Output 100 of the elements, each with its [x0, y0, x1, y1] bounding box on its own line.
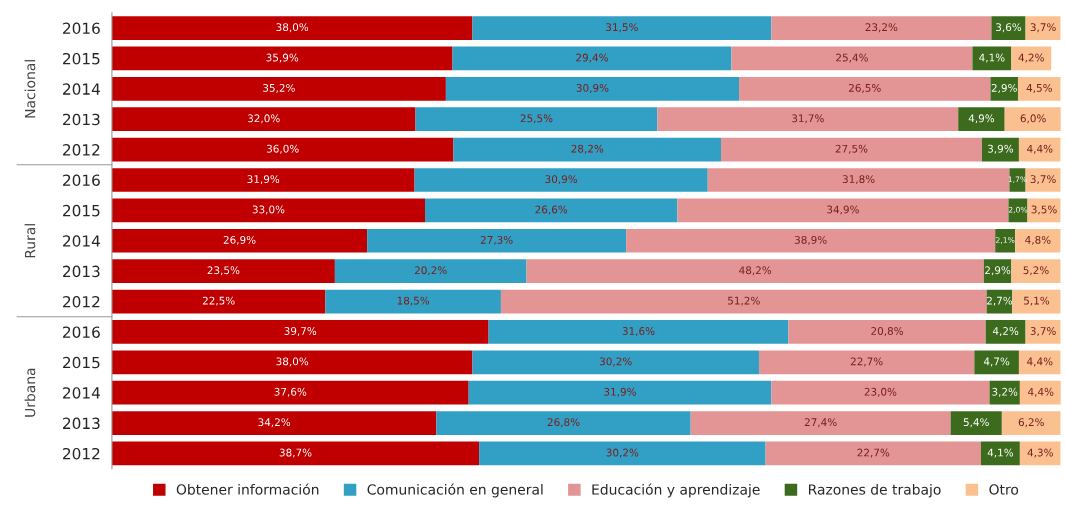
data-label: 37,6% [274, 387, 307, 397]
bar [1015, 228, 1061, 253]
bar [1019, 380, 1061, 405]
data-label: 35,2% [263, 83, 295, 93]
data-label: 30,2% [606, 448, 639, 458]
data-label: 4,3% [1027, 448, 1053, 458]
bar [1019, 441, 1061, 466]
data-label: 35,9% [266, 53, 299, 63]
data-label: 23,5% [207, 266, 240, 276]
data-label: 31,6% [622, 327, 655, 336]
data-label: 22,7% [850, 357, 883, 367]
y-tick-label: 2013 [63, 265, 100, 278]
data-label: 31,8% [842, 175, 875, 185]
text: Rural [24, 224, 36, 258]
data-label: 31,7% [792, 114, 824, 124]
data-label: 36,0% [266, 144, 299, 154]
data-label: 18,5% [397, 296, 430, 306]
data-label: 3,6% [996, 23, 1022, 33]
bar [1004, 107, 1061, 132]
bar [111, 350, 473, 375]
bar [111, 320, 489, 344]
bar [972, 46, 1012, 71]
data-label: 29,4% [576, 53, 608, 63]
bar [111, 380, 469, 405]
data-label: 33,0% [252, 205, 285, 215]
bar [111, 16, 473, 40]
data-label: 28,2% [571, 144, 604, 154]
bar [657, 107, 959, 132]
bar [1012, 289, 1061, 314]
bar [472, 16, 772, 40]
data-label: 34,2% [258, 418, 291, 428]
data-label: 25,5% [520, 114, 553, 124]
y-tick-label: 2012 [63, 144, 100, 156]
data-label: 4,1% [987, 448, 1014, 458]
data-label: 31,9% [604, 387, 636, 397]
bar [425, 198, 678, 223]
data-label: 4,2% [1018, 53, 1044, 63]
bar [436, 411, 691, 435]
bar [788, 320, 986, 344]
bar [739, 76, 991, 101]
data-label: 30,9% [545, 175, 578, 185]
legend-label: Razones de trabajo [808, 483, 941, 498]
data-label: 34,9% [827, 205, 859, 215]
y-tick-label: 2015 [63, 204, 100, 217]
data-label: 38,7% [279, 448, 312, 458]
bar [1027, 198, 1061, 223]
bar [983, 259, 1012, 283]
data-label: 26,8% [547, 418, 580, 428]
data-label: 51,2% [728, 296, 760, 306]
y-tick-label: 2013 [63, 417, 100, 430]
bar [468, 380, 772, 405]
legend-label: Obtener información [176, 483, 319, 495]
bar [985, 320, 1026, 344]
data-label: 38,0% [276, 23, 309, 33]
bar [958, 107, 1005, 132]
data-label: 4,4% [1027, 357, 1053, 367]
text: Nacional [24, 60, 36, 118]
data-label: 23,0% [864, 387, 897, 397]
bar [707, 168, 1010, 192]
bar [488, 320, 789, 344]
y-tick-label: 2014 [63, 235, 100, 247]
y-tick-label: 2014 [63, 83, 100, 95]
bar [367, 228, 627, 253]
data-label: 26,9% [223, 235, 256, 245]
bar [1011, 259, 1061, 283]
data-label: 3,2% [992, 387, 1018, 397]
y-tick-label: 2016 [63, 22, 100, 35]
data-label: 22,5% [202, 296, 235, 306]
y-tick-label: 2013 [63, 113, 100, 126]
bar [1025, 320, 1061, 344]
data-label: 25,4% [836, 53, 868, 63]
bar [677, 198, 1009, 223]
bar [690, 411, 951, 435]
legend-label: Educación y aprendizaje [592, 483, 760, 498]
bar [111, 107, 416, 132]
data-label: 3,5% [1031, 205, 1057, 215]
bar [990, 76, 1018, 101]
bar [453, 137, 722, 162]
bar [995, 228, 1016, 253]
data-label: 3,7% [1030, 327, 1056, 336]
bar [1018, 350, 1061, 375]
bar [765, 441, 981, 466]
bar [731, 46, 973, 71]
data-label: 38,0% [276, 357, 309, 367]
bar [500, 289, 987, 314]
data-label: 31,5% [606, 23, 638, 33]
bar [1011, 46, 1052, 71]
bar [626, 228, 996, 253]
bar [111, 137, 454, 162]
data-label: 2,9% [985, 266, 1011, 276]
data-label: 20,2% [414, 266, 447, 276]
data-label: 27,3% [480, 235, 513, 245]
data-label: 2,7% [987, 296, 1013, 306]
bar [526, 259, 984, 283]
data-label: 30,9% [576, 83, 609, 93]
bar [111, 411, 437, 435]
bar [758, 350, 975, 375]
y-tick-label: 2012 [63, 447, 100, 460]
data-label: 31,9% [247, 175, 280, 185]
bar [1018, 137, 1061, 162]
